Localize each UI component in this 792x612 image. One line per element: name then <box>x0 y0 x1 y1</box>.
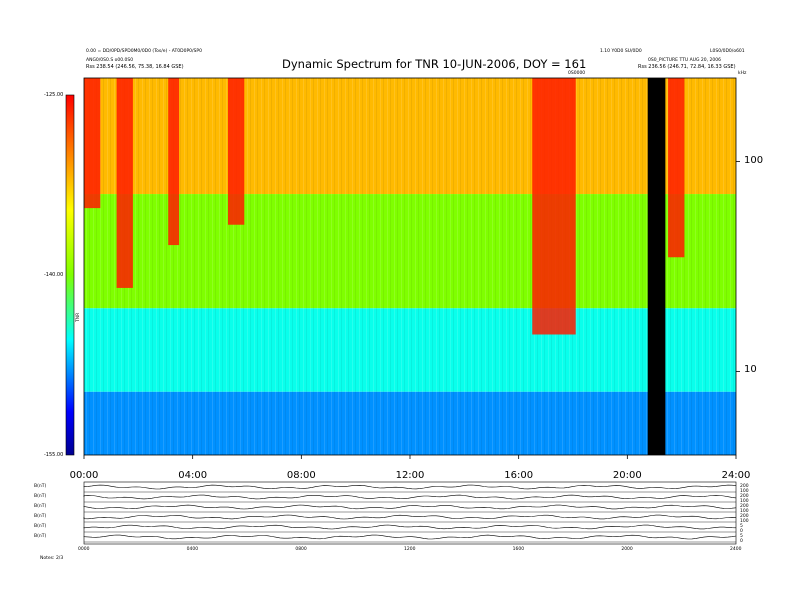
burst-4 <box>532 78 576 335</box>
colorbar <box>65 94 75 456</box>
panel-trace <box>83 514 737 520</box>
panel-left-label: B(nT) <box>34 494 47 499</box>
x-tick-label: 16:00 <box>504 470 534 481</box>
panel-left-label: B(nT) <box>34 504 47 509</box>
x-tick-label: 24:00 <box>721 470 751 481</box>
data-gap <box>647 78 666 455</box>
header-left-line1: 0.00 = DD/0PD/SPD0M0/0D0 (Tos/e) - AT0D0… <box>86 49 202 54</box>
panel-right-label: 200 <box>740 494 749 499</box>
burst-2 <box>168 78 180 246</box>
x-tick-label: 20:00 <box>612 470 642 481</box>
burst-1 <box>116 78 133 288</box>
panel-trace <box>83 504 737 510</box>
panel-left-label: B(nT) <box>34 534 47 539</box>
panel-left-label: B(nT) <box>34 524 47 529</box>
x-tick-label: 08:00 <box>286 470 316 481</box>
notes-label: Notes: 2/3 <box>40 556 64 561</box>
chart-title: Dynamic Spectrum for TNR 10-JUN-2006, DO… <box>282 57 587 71</box>
panel-right-label: 200 <box>740 484 749 489</box>
panel-trace <box>83 534 737 540</box>
x-tick-label: 04:00 <box>178 470 208 481</box>
header-right-line1: 1.10 Y0D0 SU/0D0 <box>600 49 642 54</box>
colorbar-tick-label: -125.00 <box>44 92 64 98</box>
colorbar-label: TNR <box>76 312 81 322</box>
panel-left-label: B(nT) <box>34 514 47 519</box>
panel-right-label: 100 <box>740 519 749 524</box>
panel-bottom-tick: 1600 <box>512 547 525 552</box>
panel-trace <box>83 484 737 490</box>
colorbar-tick-label: -155.00 <box>44 452 64 458</box>
panel-right-label: 200 <box>740 514 749 519</box>
panel-bottom-tick: 0400 <box>186 547 199 552</box>
spectrogram-plot <box>83 77 740 459</box>
panel-left-label: B(nT) <box>34 484 47 489</box>
burst-5 <box>668 78 685 258</box>
panel-right-label: 100 <box>740 499 749 504</box>
panel-right-label: 100 <box>740 509 749 514</box>
panel-bottom-tick: 0800 <box>295 547 307 552</box>
panel-right-label: 5 <box>740 524 743 529</box>
header-right-line3: Rss 236.56 (246.71, 72.84, 16.33 GSE) <box>638 64 736 70</box>
hz-label: kHz <box>738 71 747 76</box>
colorbar-tick-label: -140.00 <box>44 272 64 278</box>
lower-panels <box>83 481 737 545</box>
burst-3 <box>227 78 245 225</box>
header-left-line2: ANG0/0S0.S o00.0S0 <box>86 58 134 63</box>
y-tick-label: 10 <box>744 364 757 376</box>
event-label: 0S0000 <box>568 71 586 76</box>
y-tick-label: 100 <box>744 154 764 166</box>
panel-bottom-tick: 1200 <box>404 547 416 552</box>
panel-bottom-tick: 2400 <box>730 547 742 552</box>
texture-overlay <box>84 78 736 455</box>
x-tick-label: 00:00 <box>69 470 99 481</box>
panel-right-label: 0 <box>740 529 743 534</box>
panel-bottom-tick: 2000 <box>621 547 633 552</box>
x-tick-label: 12:00 <box>395 470 425 481</box>
panel-bottom-tick: 0000 <box>78 547 90 552</box>
panel-right-label: 5 <box>740 534 743 539</box>
panel-trace <box>83 524 737 530</box>
header-right-line2: 0S0_PICTURE TTU AUG 20, 2006 <box>648 58 721 63</box>
burst-0 <box>84 78 101 209</box>
header-far-right: L0S0/0D0/o601 <box>710 49 745 54</box>
panel-right-label: 100 <box>740 489 749 494</box>
panel-right-label: 0 <box>740 539 743 544</box>
header-left-line3: Rss 238.54 (246.56, 75.38, 16.84 GSE) <box>86 64 184 70</box>
panel-right-label: 200 <box>740 504 749 509</box>
panel-trace <box>83 494 737 500</box>
